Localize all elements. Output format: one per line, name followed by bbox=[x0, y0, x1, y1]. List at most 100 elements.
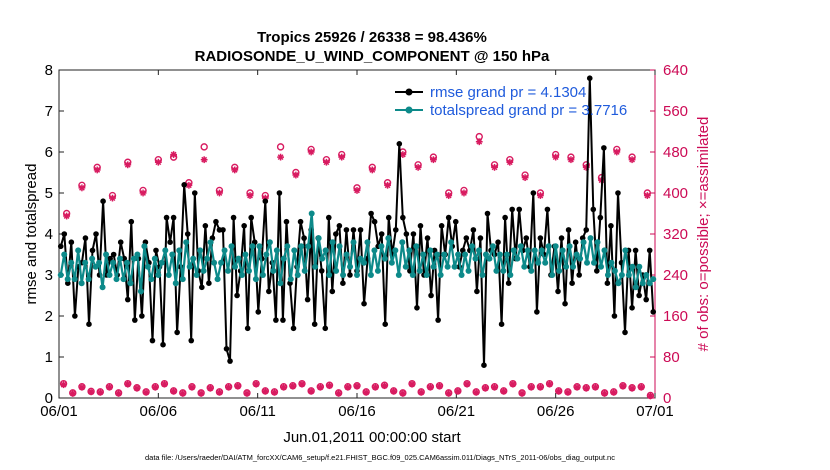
totalspread-point bbox=[103, 251, 110, 258]
obs-assimilated-marker bbox=[481, 384, 489, 392]
rmse-point bbox=[234, 292, 240, 299]
obs-assimilated-marker bbox=[509, 380, 517, 388]
rmse-point bbox=[368, 210, 374, 217]
x-tick-label: 07/01 bbox=[636, 403, 674, 420]
chart-title-line2: RADIOSONDE_U_WIND_COMPONENT @ 150 hPa bbox=[195, 48, 550, 65]
totalspread-point bbox=[106, 272, 113, 278]
rmse-point bbox=[322, 325, 329, 332]
totalspread-point bbox=[294, 272, 301, 278]
totalspread-point bbox=[204, 255, 211, 262]
rmse-point bbox=[181, 182, 187, 188]
obs-assimilated-marker bbox=[417, 388, 425, 396]
totalspread-point bbox=[594, 239, 601, 246]
obs-assimilated-marker bbox=[506, 158, 514, 166]
rmse-point bbox=[597, 214, 604, 221]
totalspread-point bbox=[601, 247, 608, 254]
obs-assimilated-marker bbox=[552, 153, 560, 161]
rmse-point bbox=[318, 268, 325, 274]
rmse-point bbox=[530, 190, 537, 196]
rmse-point bbox=[82, 235, 89, 241]
totalspread-point bbox=[141, 243, 148, 250]
rmse-point bbox=[435, 317, 441, 323]
totalspread-point bbox=[441, 251, 448, 258]
obs-assimilated-marker bbox=[179, 389, 187, 397]
obs-assimilated-marker bbox=[87, 388, 95, 396]
obs-assimilated-marker bbox=[491, 163, 498, 171]
totalspread-point bbox=[587, 235, 594, 242]
totalspread-point bbox=[622, 247, 629, 254]
totalspread-point bbox=[409, 272, 416, 278]
obs-assimilated-marker bbox=[261, 387, 269, 395]
totalspread-point bbox=[252, 276, 259, 283]
rmse-point bbox=[343, 227, 350, 233]
totalspread-point bbox=[343, 251, 350, 258]
rmse-point bbox=[403, 231, 410, 237]
totalspread-point bbox=[542, 259, 549, 266]
totalspread-point bbox=[211, 259, 218, 266]
obs-possible-marker bbox=[276, 143, 285, 151]
obs-assimilated-marker bbox=[555, 387, 563, 395]
totalspread-point bbox=[639, 280, 646, 287]
rmse-point bbox=[590, 206, 597, 213]
obs-assimilated-marker bbox=[647, 392, 654, 400]
x-tick-label: 06/21 bbox=[438, 403, 476, 420]
totalspread-point bbox=[172, 280, 179, 287]
totalspread-point bbox=[127, 280, 134, 287]
totalspread-point bbox=[524, 247, 531, 254]
totalspread-point bbox=[399, 239, 406, 246]
obs-assimilated-marker bbox=[518, 389, 526, 397]
obs-assimilated-marker bbox=[185, 181, 193, 189]
totalspread-point bbox=[256, 243, 263, 250]
obs-assimilated-marker bbox=[271, 388, 278, 396]
totalspread-point bbox=[597, 263, 604, 270]
totalspread-point bbox=[116, 255, 123, 262]
rmse-point bbox=[153, 247, 159, 254]
obs-assimilated-marker bbox=[106, 383, 113, 391]
obs-assimilated-marker bbox=[246, 192, 254, 199]
rmse-point bbox=[57, 243, 64, 250]
totalspread-point bbox=[287, 276, 294, 283]
obs-assimilated-marker bbox=[527, 383, 535, 391]
rmse-point bbox=[608, 223, 614, 229]
totalspread-point bbox=[130, 255, 137, 262]
totalspread-point bbox=[608, 259, 615, 266]
obs-assimilated-marker bbox=[628, 384, 636, 392]
rmse-point bbox=[572, 239, 579, 245]
totalspread-point bbox=[500, 267, 507, 274]
x-axis-label: Jun.01,2011 00:00:00 start bbox=[283, 429, 461, 446]
obs-possible-marker bbox=[200, 143, 208, 151]
rmse-point bbox=[523, 235, 530, 241]
rmse-point bbox=[227, 358, 233, 364]
obs-assimilated-marker bbox=[613, 148, 621, 156]
obs-assimilated-marker bbox=[338, 153, 346, 161]
totalspread-point bbox=[604, 272, 611, 278]
obs-assimilated-marker bbox=[344, 383, 352, 391]
totalspread-point bbox=[378, 243, 385, 250]
totalspread-point bbox=[207, 239, 214, 246]
totalspread-point bbox=[472, 255, 479, 262]
rmse-point bbox=[357, 227, 364, 233]
rmse-point bbox=[93, 231, 99, 237]
obs-assimilated-marker bbox=[60, 381, 67, 389]
totalspread-point bbox=[329, 239, 336, 246]
rmse-point bbox=[636, 292, 642, 299]
totalspread-point bbox=[650, 276, 657, 283]
totalspread-point bbox=[573, 251, 580, 258]
rmse-point bbox=[382, 321, 389, 328]
obs-assimilated-marker bbox=[475, 138, 483, 146]
totalspread-point bbox=[214, 276, 221, 283]
y-right-tick-label: 160 bbox=[663, 308, 688, 325]
obs-assimilated-marker bbox=[292, 171, 300, 179]
totalspread-point bbox=[151, 255, 158, 262]
totalspread-point bbox=[489, 243, 496, 250]
totalspread-point bbox=[646, 280, 653, 287]
rmse-point bbox=[199, 284, 205, 291]
obs-assimilated-marker bbox=[133, 384, 141, 392]
totalspread-point bbox=[364, 239, 371, 246]
y-right-tick-label: 480 bbox=[663, 144, 688, 161]
totalspread-point bbox=[347, 263, 354, 270]
obs-assimilated-marker bbox=[445, 389, 453, 397]
obs-assimilated-marker bbox=[573, 383, 581, 391]
rmse-point bbox=[537, 235, 544, 241]
obs-assimilated-marker bbox=[289, 382, 297, 390]
